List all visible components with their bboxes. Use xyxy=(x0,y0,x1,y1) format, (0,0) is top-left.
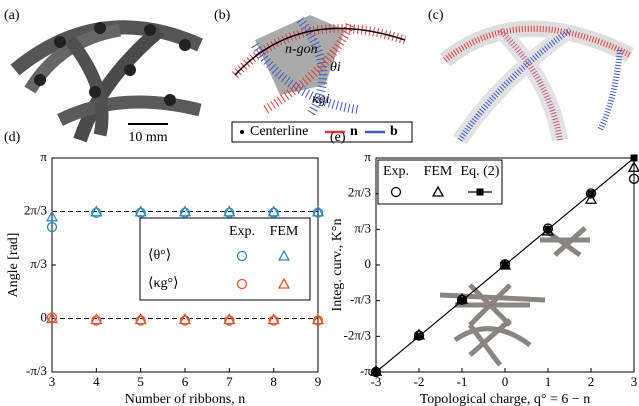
photo-ribbons xyxy=(15,22,200,140)
panel-label: (e) xyxy=(330,130,346,145)
x-tick-label: -2 xyxy=(414,374,425,389)
legend-label: n xyxy=(350,124,358,139)
y-tick-label: 0 xyxy=(41,309,48,324)
panel-label: (a) xyxy=(4,8,20,23)
y-tick-label: π xyxy=(364,149,371,164)
x-tick-label: 7 xyxy=(226,374,233,389)
figure: (a) 10 mm (b) n-gon θi κgi Centerline n … xyxy=(0,0,639,406)
y-tick-label: -π xyxy=(360,363,371,378)
legend-label: Centerline xyxy=(250,124,308,139)
x-tick-label: 5 xyxy=(137,374,144,389)
simulation-ribbons xyxy=(445,29,630,140)
data-point xyxy=(588,190,595,197)
data-point xyxy=(459,297,466,304)
x-tick-label: 2 xyxy=(588,374,595,389)
x-tick-label: 9 xyxy=(315,374,322,389)
legend-label: FEM xyxy=(424,164,453,179)
x-tick-label: 0 xyxy=(502,374,509,389)
scale-label: 10 mm xyxy=(128,130,167,145)
x-tick-label: 8 xyxy=(270,374,277,389)
legend-column: Exp. xyxy=(229,224,255,239)
panel-label: (b) xyxy=(214,8,231,23)
data-point xyxy=(373,369,380,376)
panel-label: (c) xyxy=(428,8,444,23)
x-tick-label: -1 xyxy=(457,374,468,389)
data-point xyxy=(502,262,509,269)
y-tick-label: 0 xyxy=(365,256,372,271)
x-tick-label: 3 xyxy=(631,374,638,389)
y-axis-label: Angle [rad] xyxy=(6,233,21,298)
inset-sketches xyxy=(440,228,590,365)
y-tick-label: π/3 xyxy=(30,256,47,271)
legend-label: Eq. (2) xyxy=(461,164,500,179)
angle-label: θi xyxy=(330,60,341,75)
y-tick-label: -π/3 xyxy=(26,363,47,378)
y-tick-label: 2π/3 xyxy=(348,185,371,200)
legend-column: FEM xyxy=(270,224,299,239)
x-axis-label: Topological charge, q° = 6 − n xyxy=(420,392,591,406)
x-tick-label: 3 xyxy=(49,374,56,389)
legend-label: ⟨κg°⟩ xyxy=(148,276,179,291)
legend-label: b xyxy=(390,124,398,139)
y-tick-label: π xyxy=(40,149,47,164)
data-point xyxy=(545,226,552,233)
y-tick-label: π/3 xyxy=(354,220,371,235)
x-tick-label: 4 xyxy=(93,374,100,389)
y-tick-label: -2π/3 xyxy=(343,327,371,342)
legend-marker xyxy=(477,189,484,196)
data-point xyxy=(631,155,638,162)
legend-label: Exp. xyxy=(383,164,409,179)
ngon-label: n-gon xyxy=(285,42,318,57)
y-tick-label: -π/3 xyxy=(350,292,371,307)
y-tick-label: 2π/3 xyxy=(24,202,47,217)
data-point xyxy=(416,333,423,340)
panel-label: (d) xyxy=(4,130,21,145)
x-tick-label: 1 xyxy=(545,374,552,389)
curvature-label: κgi xyxy=(312,92,330,107)
x-axis-label: Number of ribbons, n xyxy=(125,392,246,406)
x-tick-label: 6 xyxy=(182,374,189,389)
legend-label: ⟨θ°⟩ xyxy=(148,248,171,263)
y-axis-label: Integ. curv., K°n xyxy=(330,219,345,312)
legend-centerline xyxy=(240,130,244,134)
